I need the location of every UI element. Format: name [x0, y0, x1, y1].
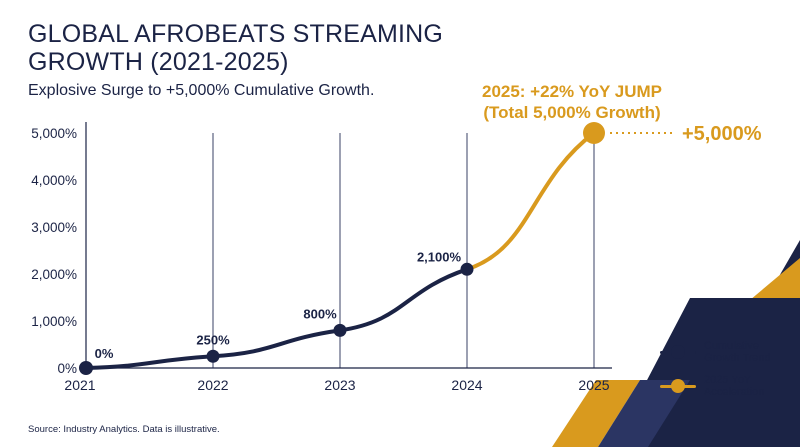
series-lines [79, 122, 605, 375]
page-title: GLOBAL AFROBEATS STREAMING GROWTH (2021-… [28, 20, 444, 76]
legend-item-acceleration: 2025 YoY Acceleration [660, 374, 790, 398]
legend-item-cumulative: Cumulative Growth Trend [660, 340, 790, 364]
y-tick-label: 2,000% [31, 267, 77, 282]
annotation-yoy-jump: 2025: +22% YoY JUMP [482, 82, 662, 101]
data-label-2022: 250% [196, 332, 230, 347]
axes: 0% 1,000% 2,000% 3,000% 4,000% 5,000% 2021 2022… [31, 122, 612, 393]
data-label-2024: 2,100% [417, 249, 462, 264]
data-point-2022 [206, 349, 220, 363]
stripe-gold-bottom [552, 380, 640, 447]
annotation-total-growth: (Total 5,000% Growth) [483, 103, 660, 122]
y-tick-label: 0% [57, 361, 77, 376]
y-tick-label: 1,000% [31, 314, 77, 329]
y-tick-label: 3,000% [31, 220, 77, 235]
data-point-2024 [460, 262, 474, 276]
legend-label-cumulative: Cumulative Growth Trend [704, 340, 771, 364]
legend-label-acceleration: 2025 YoY Acceleration [704, 374, 765, 398]
data-labels: 0% 250% 800% 2,100% 2025: +22% YoY JUMP (Tota… [95, 82, 762, 361]
x-tick-label: 2025 [578, 377, 609, 393]
data-label-2023: 800% [303, 306, 337, 321]
x-tick-label: 2024 [451, 377, 482, 393]
x-tick-label: 2023 [324, 377, 355, 393]
data-point-2025 [583, 122, 605, 144]
annotation-final-value: +5,000% [682, 123, 762, 145]
y-tick-label: 5,000% [31, 126, 77, 141]
stripe-navy-bottom-left [598, 380, 690, 447]
data-point-2023 [333, 323, 347, 337]
data-point-2021 [79, 361, 93, 375]
y-tick-label: 4,000% [31, 173, 77, 188]
decorative-stripes [552, 240, 800, 447]
x-tick-label: 2021 [64, 377, 95, 393]
series-line-cumulative [84, 267, 469, 370]
x-tick-label: 2022 [197, 377, 228, 393]
page-subtitle: Explosive Surge to +5,000% Cumulative Gr… [28, 82, 375, 99]
series-line-acceleration [465, 131, 596, 272]
source-note: Source: Industry Analytics. Data is illu… [28, 424, 220, 435]
legend-swatch-gold [660, 379, 696, 393]
grid-lines [212, 133, 595, 368]
chart-legend: Cumulative Growth Trend 2025 YoY Acceler… [660, 340, 790, 408]
stripe-gold-top [750, 258, 800, 300]
data-label-2021: 0% [95, 346, 114, 361]
legend-swatch-navy [660, 345, 696, 359]
